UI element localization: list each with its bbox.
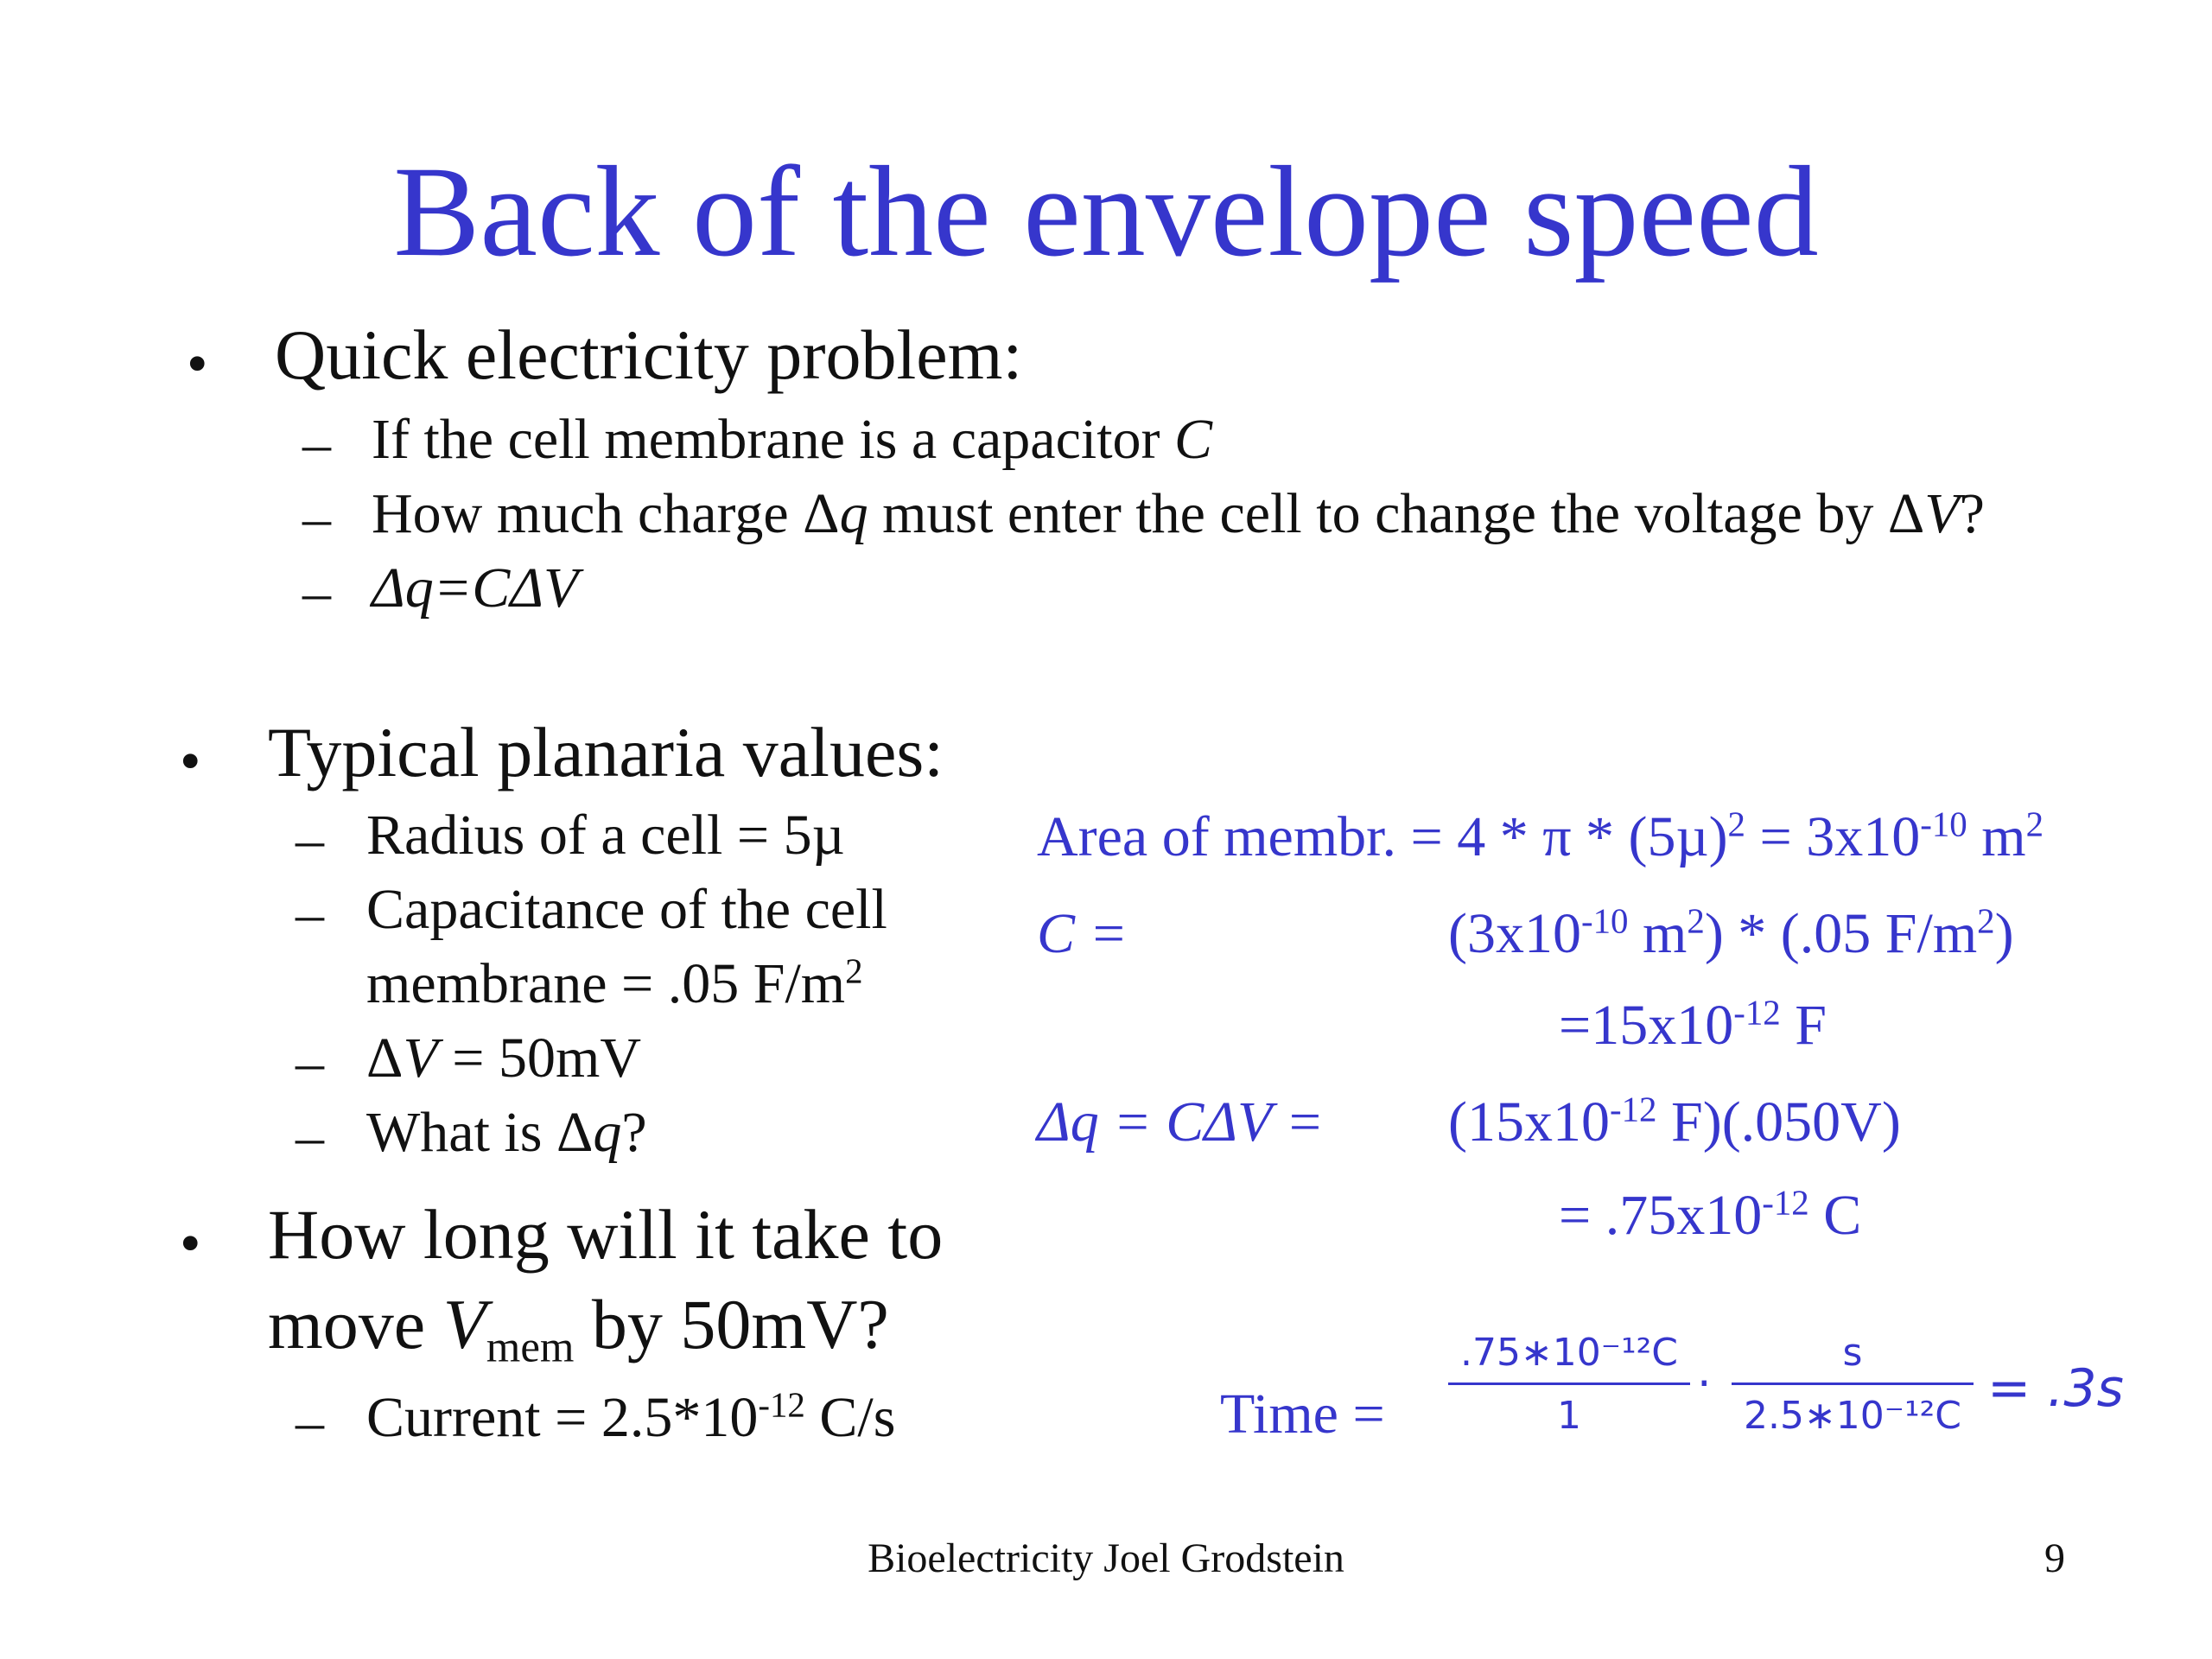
time-label: Time = <box>1220 1382 1385 1446</box>
capacitance-result: =15x10-12 F <box>1559 993 1827 1057</box>
multiply-dot: · <box>1697 1358 1712 1410</box>
charge-expression: (15x10-12 F)(.050V) <box>1448 1090 1901 1154</box>
bullet-how-long-line2: move Vmem by 50mV? <box>268 1285 889 1371</box>
fraction-1-numerator: .75∗10⁻¹²C <box>1459 1331 1679 1375</box>
sub-bullet-formula: Δq=CΔV <box>372 556 579 620</box>
page-number: 9 <box>2044 1535 2065 1581</box>
time-result: = .3s <box>1987 1358 2124 1419</box>
sub-bullet-charge-question: How much charge Δq must enter the cell t… <box>372 482 1985 545</box>
capacitance-label: C = <box>1037 902 1128 965</box>
sub-bullet-capacitor: If the cell membrane is a capacitor C <box>372 408 1213 471</box>
fraction-1-denominator: 1 <box>1557 1394 1581 1438</box>
sub-bullet-delta-v: ΔV = 50mV <box>366 1027 642 1090</box>
area-calculation: Area of membr. = 4 * π * (5µ)2 = 3x10-10… <box>1037 804 2044 868</box>
bullet-how-long-line1: How long will it take to <box>268 1195 944 1274</box>
sub-bullet-capacitance-line1: Capacitance of the cell <box>366 878 887 941</box>
sub-bullet-capacitance-line2: membrane = .05 F/m2 <box>366 951 863 1015</box>
charge-result: = .75x10-12 C <box>1559 1183 1862 1247</box>
slide-title: Back of the envelope speed <box>393 140 1819 283</box>
footer-author: Bioelectricity Joel Grodstein <box>868 1535 1344 1581</box>
fraction-bar <box>1448 1382 1690 1385</box>
bullet-quick-electricity: Quick electricity problem: <box>275 315 1023 394</box>
capacitance-expression: (3x10-10 m2) * (.05 F/m2) <box>1448 901 2014 965</box>
bullet-planaria-values: Typical planaria values: <box>268 713 944 791</box>
sub-bullet-current: Current = 2.5*10-12 C/s <box>366 1385 896 1449</box>
time-fraction-2: s 2.5∗10⁻¹²C <box>1732 1334 1974 1435</box>
fraction-2-numerator: s <box>1842 1331 1863 1375</box>
fraction-2-denominator: 2.5∗10⁻¹²C <box>1743 1394 1962 1438</box>
fraction-bar <box>1732 1382 1974 1385</box>
sub-bullet-what-is-dq: What is Δq? <box>366 1101 647 1164</box>
sub-bullet-radius: Radius of a cell = 5µ <box>366 804 845 867</box>
time-fraction-1: .75∗10⁻¹²C 1 <box>1448 1334 1690 1435</box>
charge-label: Δq = CΔV = <box>1037 1090 1325 1154</box>
